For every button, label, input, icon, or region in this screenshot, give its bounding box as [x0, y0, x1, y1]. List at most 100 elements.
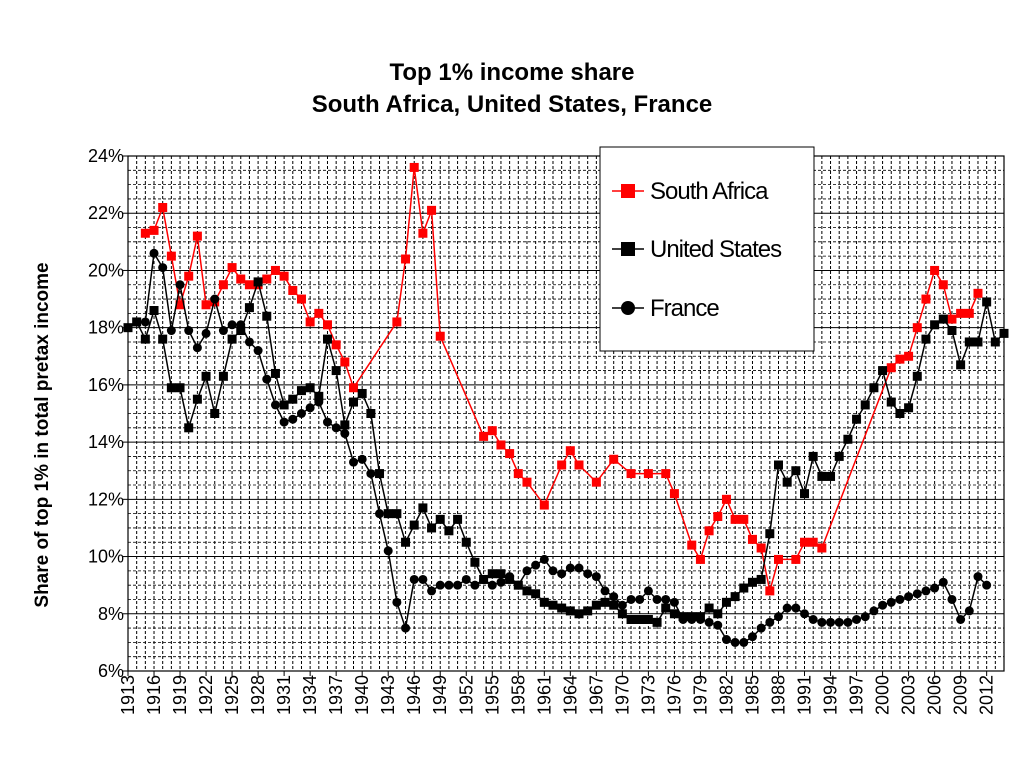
data-point-france — [192, 343, 202, 353]
data-point-france — [643, 586, 653, 596]
data-point-south-africa — [574, 460, 584, 470]
data-point-united-states — [713, 609, 723, 619]
data-point-united-states — [296, 386, 306, 396]
data-point-united-states — [591, 600, 601, 610]
data-point-united-states — [643, 615, 653, 624]
data-point-france — [791, 603, 801, 613]
data-point-south-africa — [669, 489, 679, 499]
x-tick-label: 1922 — [196, 675, 216, 715]
x-tick-label: 2000 — [873, 675, 893, 715]
data-point-south-africa — [158, 203, 168, 212]
data-point-france — [140, 317, 150, 327]
data-point-france — [470, 580, 480, 590]
x-tick-label: 1928 — [248, 675, 268, 715]
data-point-france — [166, 326, 176, 336]
data-point-france — [704, 617, 714, 627]
data-point-united-states — [721, 597, 731, 607]
data-point-united-states — [184, 423, 194, 433]
data-point-france — [435, 580, 445, 590]
x-tick-label: 1988 — [768, 675, 788, 715]
data-point-france — [279, 417, 289, 427]
data-point-france — [730, 637, 740, 647]
data-point-france — [513, 580, 523, 590]
data-point-france — [956, 615, 966, 624]
y-tick-label: 6% — [98, 661, 124, 681]
data-point-france — [175, 280, 185, 290]
data-point-united-states — [383, 509, 393, 519]
data-point-united-states — [270, 368, 280, 378]
data-point-france — [461, 574, 471, 584]
data-point-france — [747, 632, 757, 642]
data-point-france — [522, 566, 532, 576]
data-point-south-africa — [270, 265, 280, 275]
legend-swatch-marker — [621, 184, 635, 198]
y-tick-label: 24% — [88, 146, 124, 166]
data-point-south-africa — [643, 469, 653, 479]
data-point-south-africa — [244, 280, 254, 290]
data-point-france — [852, 615, 862, 624]
data-point-france — [773, 612, 783, 622]
data-point-france — [826, 617, 836, 627]
data-point-united-states — [635, 615, 645, 624]
data-point-united-states — [192, 394, 202, 404]
data-point-south-africa — [149, 225, 159, 235]
data-point-france — [505, 572, 515, 582]
data-point-south-africa — [800, 537, 810, 547]
legend-label: United States — [650, 236, 782, 263]
data-point-south-africa — [227, 263, 237, 273]
data-point-united-states — [409, 520, 419, 530]
data-point-france — [557, 569, 567, 579]
data-point-south-africa — [808, 537, 818, 547]
y-tick-label: 20% — [88, 260, 124, 280]
data-point-france — [938, 577, 948, 587]
data-point-france — [912, 589, 922, 599]
data-point-south-africa — [314, 308, 324, 318]
data-point-france — [496, 577, 506, 587]
data-point-france — [349, 457, 359, 467]
data-point-france — [487, 580, 497, 590]
data-point-united-states — [869, 383, 879, 393]
data-point-south-africa — [262, 274, 272, 284]
data-point-france — [322, 417, 332, 427]
data-point-south-africa — [349, 383, 359, 393]
data-point-south-africa — [418, 228, 428, 238]
data-point-united-states — [982, 297, 992, 307]
data-point-united-states — [583, 606, 593, 616]
y-tick-label: 16% — [88, 375, 124, 395]
data-point-france — [834, 617, 844, 627]
data-point-south-africa — [539, 500, 549, 510]
data-point-south-africa — [817, 543, 827, 553]
data-point-south-africa — [713, 512, 723, 521]
data-point-united-states — [652, 617, 662, 627]
data-point-united-states — [366, 409, 376, 418]
data-point-south-africa — [401, 254, 411, 264]
data-point-france — [600, 586, 610, 596]
data-point-south-africa — [895, 354, 905, 364]
data-point-france — [218, 326, 228, 336]
data-point-united-states — [340, 420, 350, 430]
data-point-united-states — [930, 320, 940, 330]
x-axis-ticks: 1913 1916 1919 1922 1925 1928 1931 1934 1937 1940… — [118, 671, 997, 715]
data-point-south-africa — [739, 514, 749, 524]
x-tick-label: 1919 — [170, 675, 190, 715]
x-tick-label: 1979 — [690, 675, 710, 715]
data-point-south-africa — [704, 526, 714, 536]
x-tick-label: 1937 — [326, 675, 346, 715]
data-point-united-states — [218, 371, 228, 381]
data-point-united-states — [704, 603, 714, 613]
data-point-france — [782, 603, 792, 613]
x-tick-label: 1925 — [222, 675, 242, 715]
data-point-france — [817, 617, 827, 627]
legend: South Africa United States France — [599, 146, 815, 352]
data-point-united-states — [990, 337, 1000, 347]
data-point-france — [539, 554, 549, 564]
data-point-united-states — [522, 586, 532, 596]
legend-label: South Africa — [650, 178, 769, 205]
data-point-france — [765, 617, 775, 627]
data-point-france — [531, 560, 541, 570]
x-tick-label: 1931 — [274, 675, 294, 715]
data-point-united-states — [808, 451, 818, 461]
data-point-france — [262, 374, 272, 384]
data-point-united-states — [765, 529, 775, 539]
